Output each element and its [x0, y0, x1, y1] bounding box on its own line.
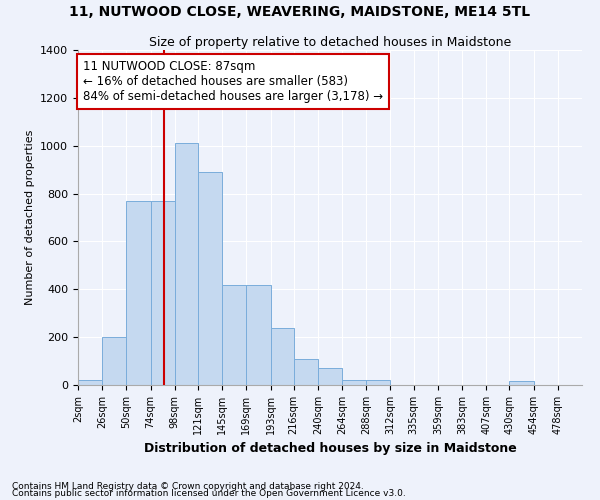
Bar [342, 380, 366, 385]
Bar [127, 200, 151, 385]
Bar [247, 284, 271, 385]
Text: 11, NUTWOOD CLOSE, WEAVERING, MAIDSTONE, ME14 5TL: 11, NUTWOOD CLOSE, WEAVERING, MAIDSTONE,… [70, 5, 530, 19]
Bar [271, 328, 294, 385]
Title: Size of property relative to detached houses in Maidstone: Size of property relative to detached ho… [149, 36, 511, 49]
Bar [366, 380, 391, 385]
Bar [294, 358, 318, 385]
Bar [151, 200, 175, 385]
Bar [509, 382, 533, 385]
Text: Contains public sector information licensed under the Open Government Licence v3: Contains public sector information licen… [12, 490, 406, 498]
Bar [175, 144, 198, 385]
Text: 11 NUTWOOD CLOSE: 87sqm
← 16% of detached houses are smaller (583)
84% of semi-d: 11 NUTWOOD CLOSE: 87sqm ← 16% of detache… [83, 60, 383, 103]
X-axis label: Distribution of detached houses by size in Maidstone: Distribution of detached houses by size … [143, 442, 517, 456]
Bar [222, 284, 247, 385]
Bar [78, 380, 102, 385]
Bar [318, 368, 342, 385]
Text: Contains HM Land Registry data © Crown copyright and database right 2024.: Contains HM Land Registry data © Crown c… [12, 482, 364, 491]
Bar [102, 337, 127, 385]
Bar [198, 172, 222, 385]
Y-axis label: Number of detached properties: Number of detached properties [25, 130, 35, 305]
